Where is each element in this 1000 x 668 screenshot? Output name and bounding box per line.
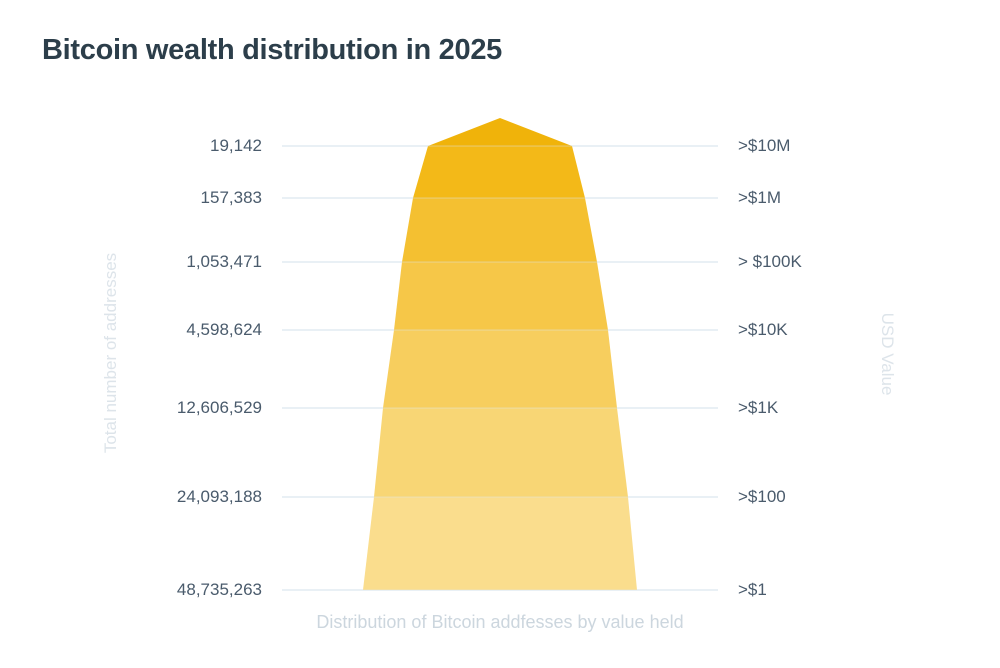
funnel-band-100 xyxy=(374,408,628,497)
usd-threshold-label: >$10K xyxy=(738,320,788,339)
chart-caption: Distribution of Bitcoin addfesses by val… xyxy=(316,612,684,632)
gridline-overlay xyxy=(282,145,718,591)
funnel-band-1k xyxy=(383,330,617,408)
usd-threshold-label: >$1K xyxy=(738,398,779,417)
page-title: Bitcoin wealth distribution in 2025 xyxy=(42,34,502,66)
usd-threshold-label: >$100 xyxy=(738,487,786,506)
funnel-band-10k xyxy=(394,262,608,330)
funnel-band-10m xyxy=(428,118,572,146)
usd-threshold-label: > $100K xyxy=(738,252,802,271)
address-count-label: 12,606,529 xyxy=(176,398,262,417)
usd-threshold-label: >$1M xyxy=(738,188,781,207)
funnel-band-1m xyxy=(413,146,585,198)
address-count-label: 48,735,263 xyxy=(176,580,262,599)
address-count-label: 157,383 xyxy=(200,188,262,207)
address-count-label: 19,142 xyxy=(210,136,262,155)
funnel-band-1 xyxy=(363,497,637,590)
address-count-label: 1,053,471 xyxy=(186,252,262,271)
address-count-label: 24,093,188 xyxy=(176,487,262,506)
left-axis-title: Total number of addresses xyxy=(101,252,120,454)
address-count-label: 4,598,624 xyxy=(186,320,262,339)
usd-threshold-label: >$1 xyxy=(738,580,767,599)
usd-threshold-label: >$10M xyxy=(738,136,791,155)
funnel-band-100k xyxy=(402,198,597,262)
right-axis-title: USD Value xyxy=(878,312,897,396)
funnel-bands xyxy=(363,118,637,590)
